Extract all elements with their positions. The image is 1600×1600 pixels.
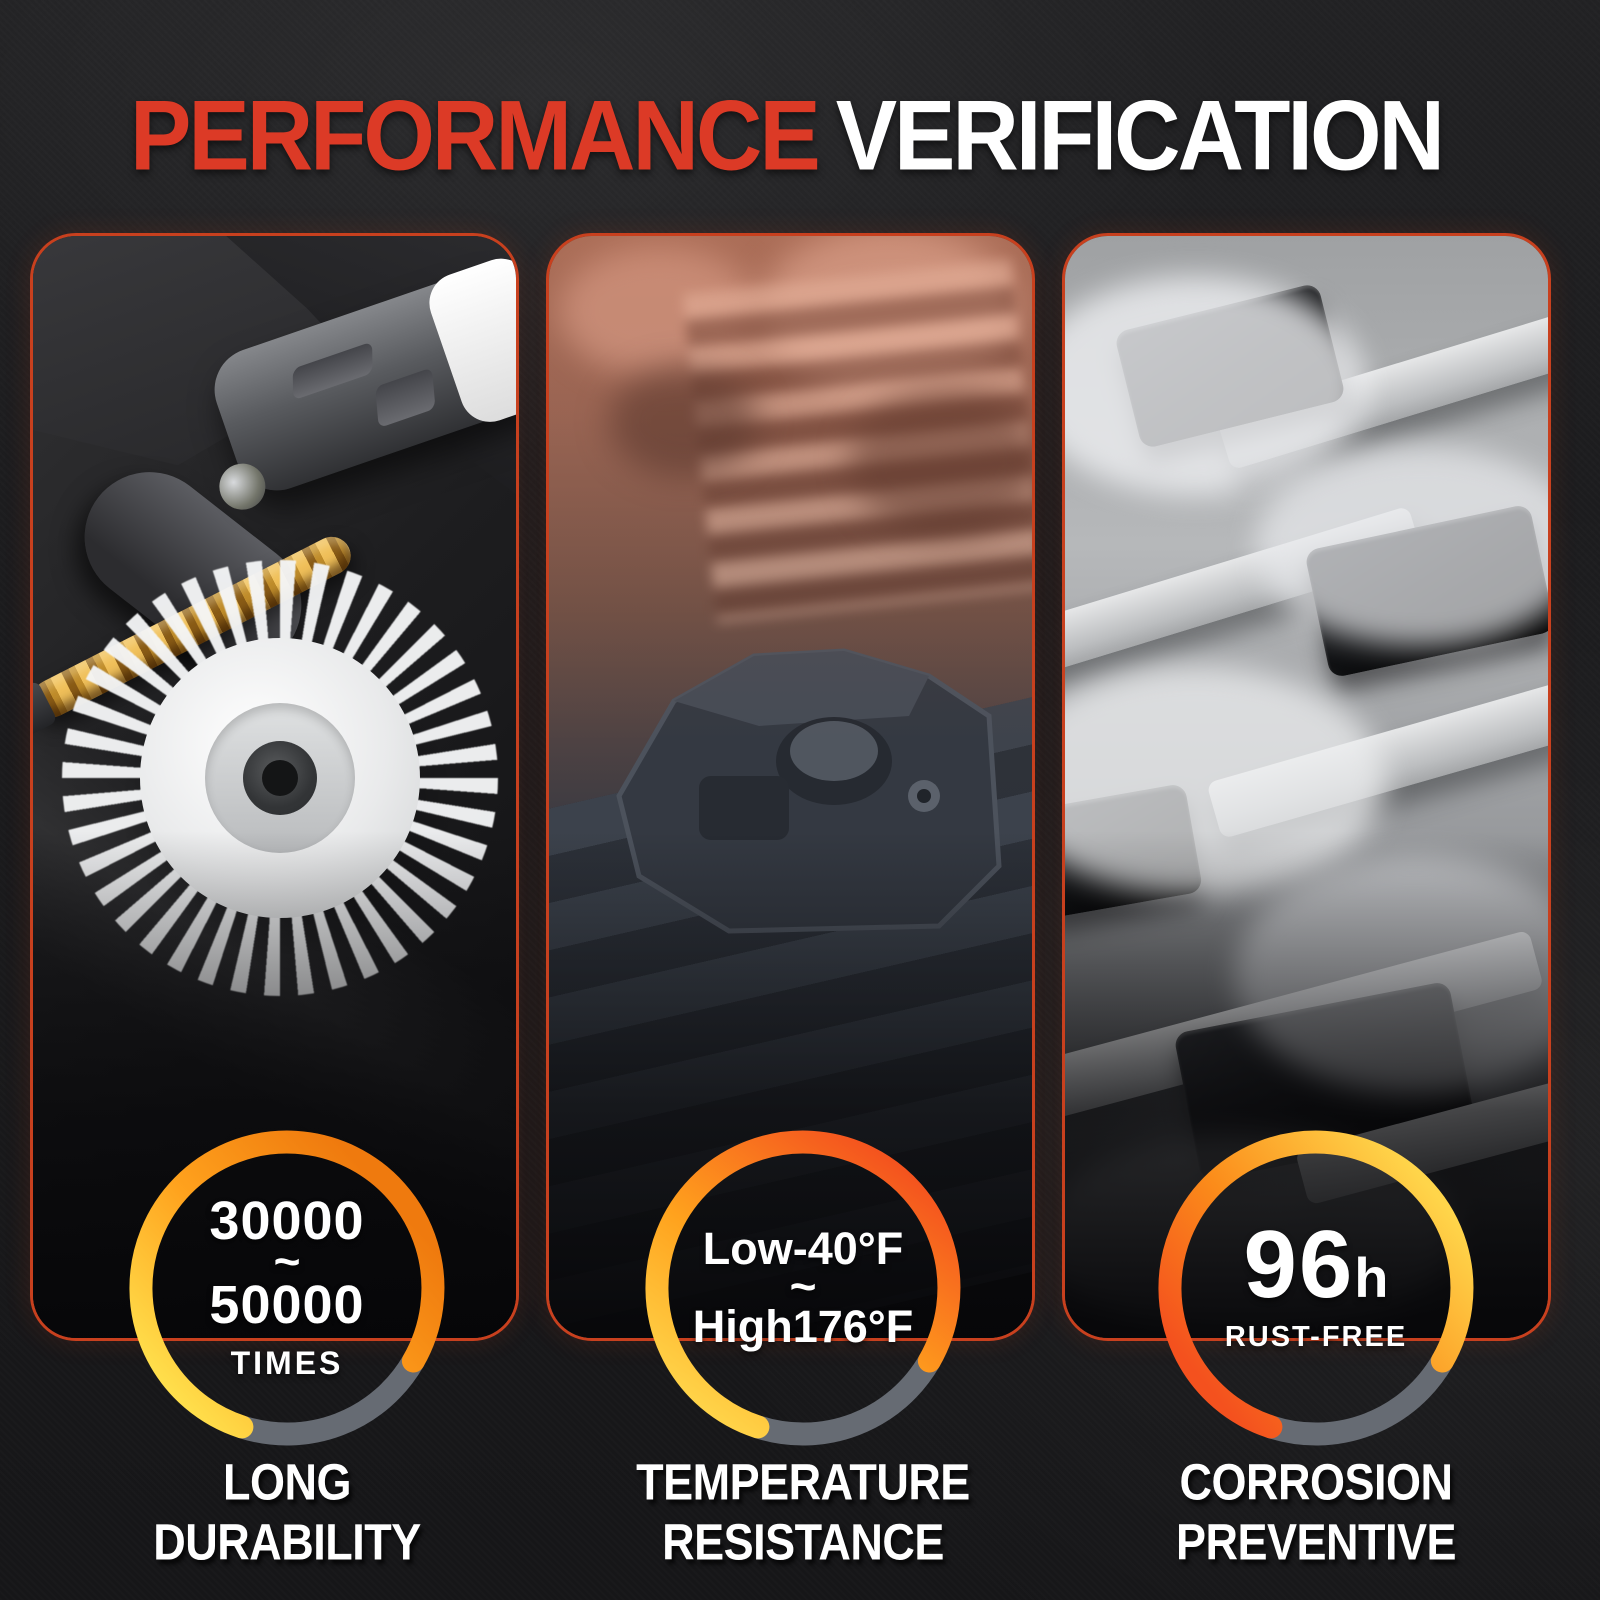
gauge-value-bottom: High176°F [692,1301,914,1352]
gear-center-bore [262,760,298,796]
title-rest: VERIFICATION [835,80,1445,191]
label-line-2: PREVENTIVE [1175,1513,1457,1571]
fog-layer [1065,276,1365,496]
gauge-durability: 30000 ~ 50000 TIMES [117,1118,457,1458]
gauge-value-top: Low-40°F [702,1223,904,1274]
label-line-1: TEMPERATURE [636,1453,970,1511]
progress-ring-icon [129,1130,445,1446]
label-line-2: DURABILITY [153,1513,421,1571]
label-line-1: CORROSION [1179,1453,1453,1511]
label-durability: LONG DURABILITY [57,1452,517,1572]
gauge-value-row: 96 h [1243,1211,1389,1318]
panel-durability-photo [30,233,519,1341]
progress-ring-icon [645,1130,961,1446]
gauge-durability-text: 30000 ~ 50000 TIMES [153,1154,421,1422]
title-accent: PERFORMANCE [130,80,821,191]
blurred-hot-part [559,246,759,376]
label-temperature: TEMPERATURE RESISTANCE [573,1452,1033,1572]
label-line-1: LONG [223,1453,352,1511]
blurred-hot-part [759,236,1019,396]
gauge-corrosion: 96 h RUST-FREE [1146,1118,1486,1458]
gauge-value-unit: h [1354,1246,1389,1309]
panel-temperature-photo [546,233,1035,1341]
progress-ring-icon [1158,1130,1474,1446]
motor-vent-slot [375,367,436,429]
blurred-hot-part [609,366,759,476]
blurred-hot-part [849,386,1032,536]
gauge-value-big: 96 [1243,1211,1355,1318]
gauge-caption: RUST-FREE [1224,1321,1408,1353]
gauge-corrosion-text: 96 h RUST-FREE [1182,1154,1450,1422]
gauge-value-top: 30000 [209,1191,365,1251]
label-corrosion: CORROSION PREVENTIVE [1086,1452,1546,1572]
gauge-caption: TIMES [230,1345,344,1381]
label-line-2: RESISTANCE [662,1513,944,1571]
fog-layer [1255,446,1548,646]
panel-corrosion-photo [1062,233,1551,1341]
range-tilde: ~ [789,1260,817,1312]
page-title: PERFORMANCE VERIFICATION [130,80,1445,191]
motor-vent-slot [292,341,373,401]
gauge-value-bottom: 50000 [209,1275,365,1335]
gauge-temperature-text: Low-40°F ~ High176°F [669,1154,937,1422]
range-tilde: ~ [273,1235,301,1287]
gauge-temperature: Low-40°F ~ High176°F [633,1118,973,1458]
